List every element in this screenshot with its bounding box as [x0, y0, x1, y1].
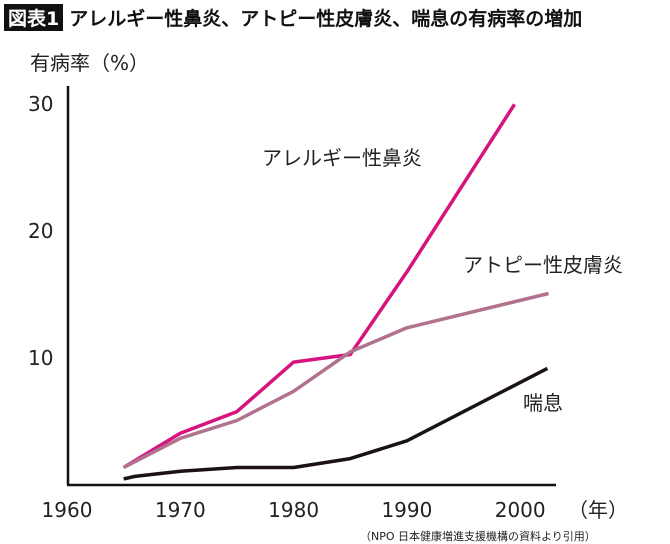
series-label-atopic: アトピー性皮膚炎 [463, 253, 623, 277]
chart-title: 図表1 アレルギー性鼻炎、アトピー性皮膚炎、喘息の有病率の増加 [4, 4, 582, 31]
figure-badge: 図表1 [4, 4, 64, 31]
y-axis-label: 有病率（%） [30, 51, 149, 75]
y-tick-label: 20 [28, 219, 53, 243]
x-tick-label: 1970 [155, 498, 206, 522]
x-axis-label: （年） [568, 498, 628, 522]
source-note: （NPO 日本健康増進支援機構の資料より引用） [360, 529, 596, 543]
y-tick-label: 30 [28, 92, 53, 116]
y-tick-label: 10 [28, 346, 53, 370]
series-line-2 [123, 366, 549, 481]
series-line-0 [122, 103, 517, 469]
x-tick-label: 2000 [495, 498, 546, 522]
series-label-asthma: 喘息 [523, 391, 563, 415]
x-tick-label: 1990 [381, 498, 432, 522]
title-text: アレルギー性鼻炎、アトピー性皮膚炎、喘息の有病率の増加 [69, 8, 583, 30]
x-tick-label: 1960 [42, 498, 93, 522]
x-tick-label: 1980 [268, 498, 319, 522]
series-label-rhinitis: アレルギー性鼻炎 [262, 146, 422, 170]
series-line-1 [122, 291, 549, 470]
